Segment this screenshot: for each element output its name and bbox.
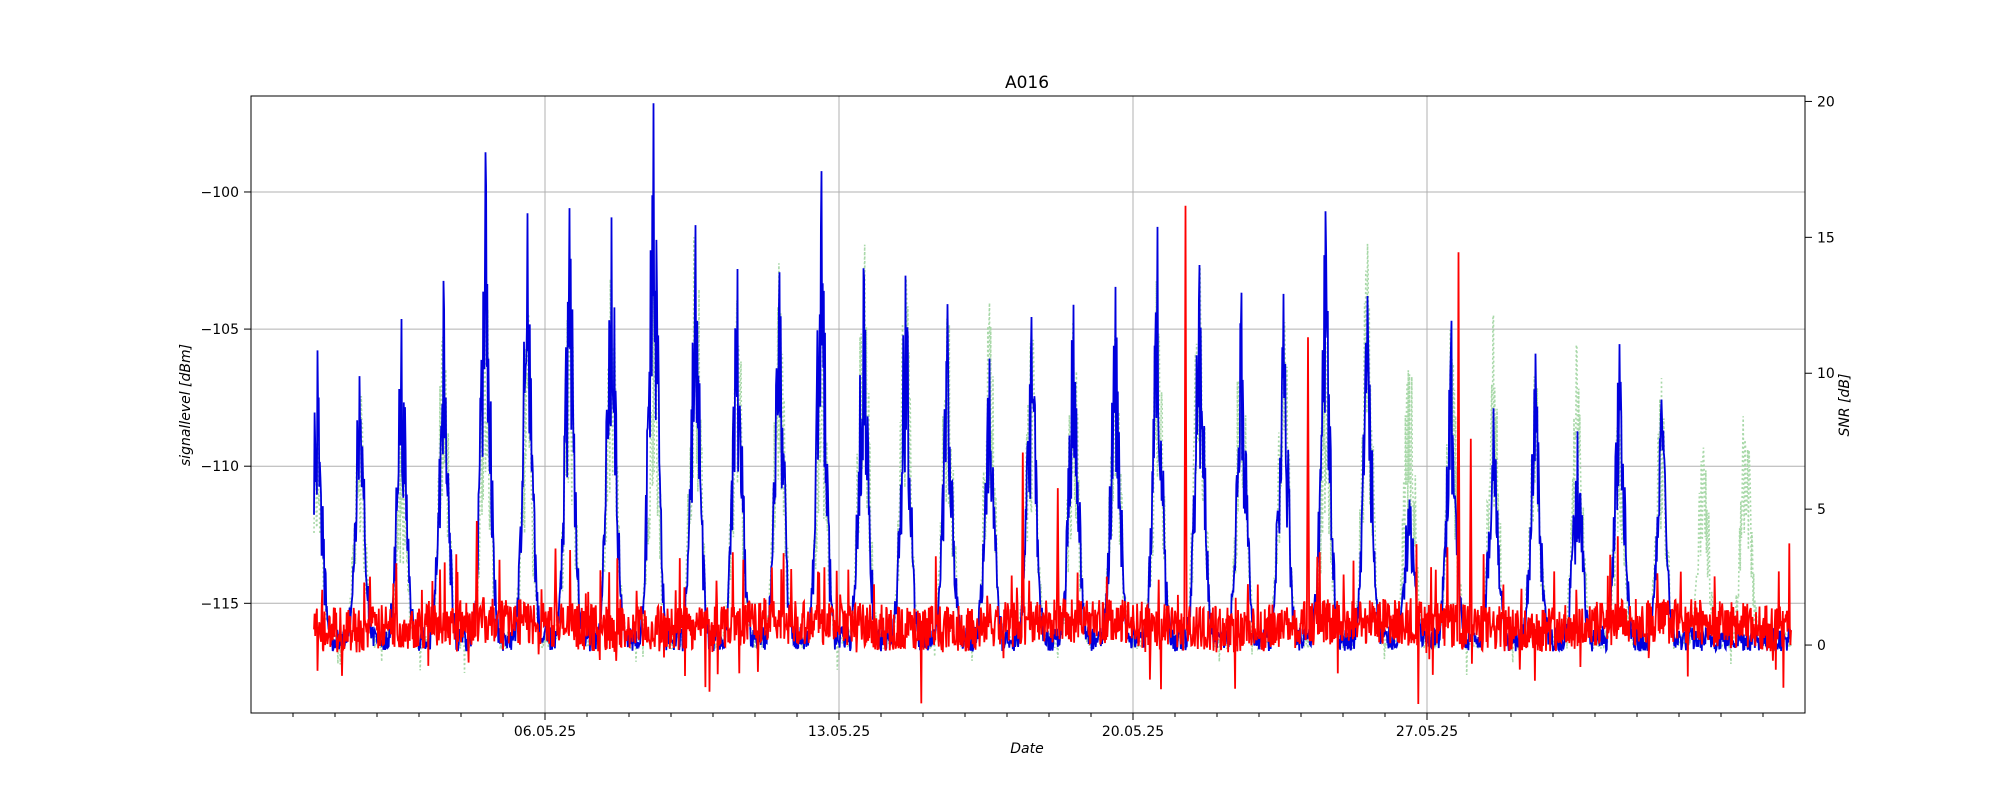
x-tick-label: 20.05.25 — [1102, 724, 1164, 740]
y2-tick-label: 5 — [1817, 502, 1826, 518]
y-tick-label: −110 — [201, 459, 239, 475]
plot-area — [313, 103, 1792, 705]
y2-tick-label: 0 — [1817, 638, 1826, 654]
y2-tick-label: 10 — [1817, 366, 1835, 382]
x-axis-title: Date — [1010, 741, 1043, 757]
y-tick-label: −115 — [201, 596, 239, 612]
series-line-signal-blue — [313, 103, 1792, 655]
x-tick-label: 27.05.25 — [1396, 724, 1458, 740]
y2-tick-label: 20 — [1817, 94, 1835, 110]
y-axis-title: signallevel [dBm] — [178, 344, 194, 466]
series-line-signal-red — [313, 205, 1792, 705]
y2-tick-label: 15 — [1817, 230, 1835, 246]
x-tick-label: 13.05.25 — [808, 724, 870, 740]
plot-frame — [250, 95, 1806, 714]
y2-axis-title: SNR [dB] — [1837, 374, 1853, 437]
x-tick-label: 06.05.25 — [514, 724, 576, 740]
y-tick-label: −100 — [201, 185, 239, 201]
chart-title: A016 — [1005, 73, 1049, 93]
y-tick-label: −105 — [201, 322, 239, 338]
axes: 06.05.25 13.05.25 20.05.25 27.05.25 −100 −105… — [201, 94, 1835, 740]
